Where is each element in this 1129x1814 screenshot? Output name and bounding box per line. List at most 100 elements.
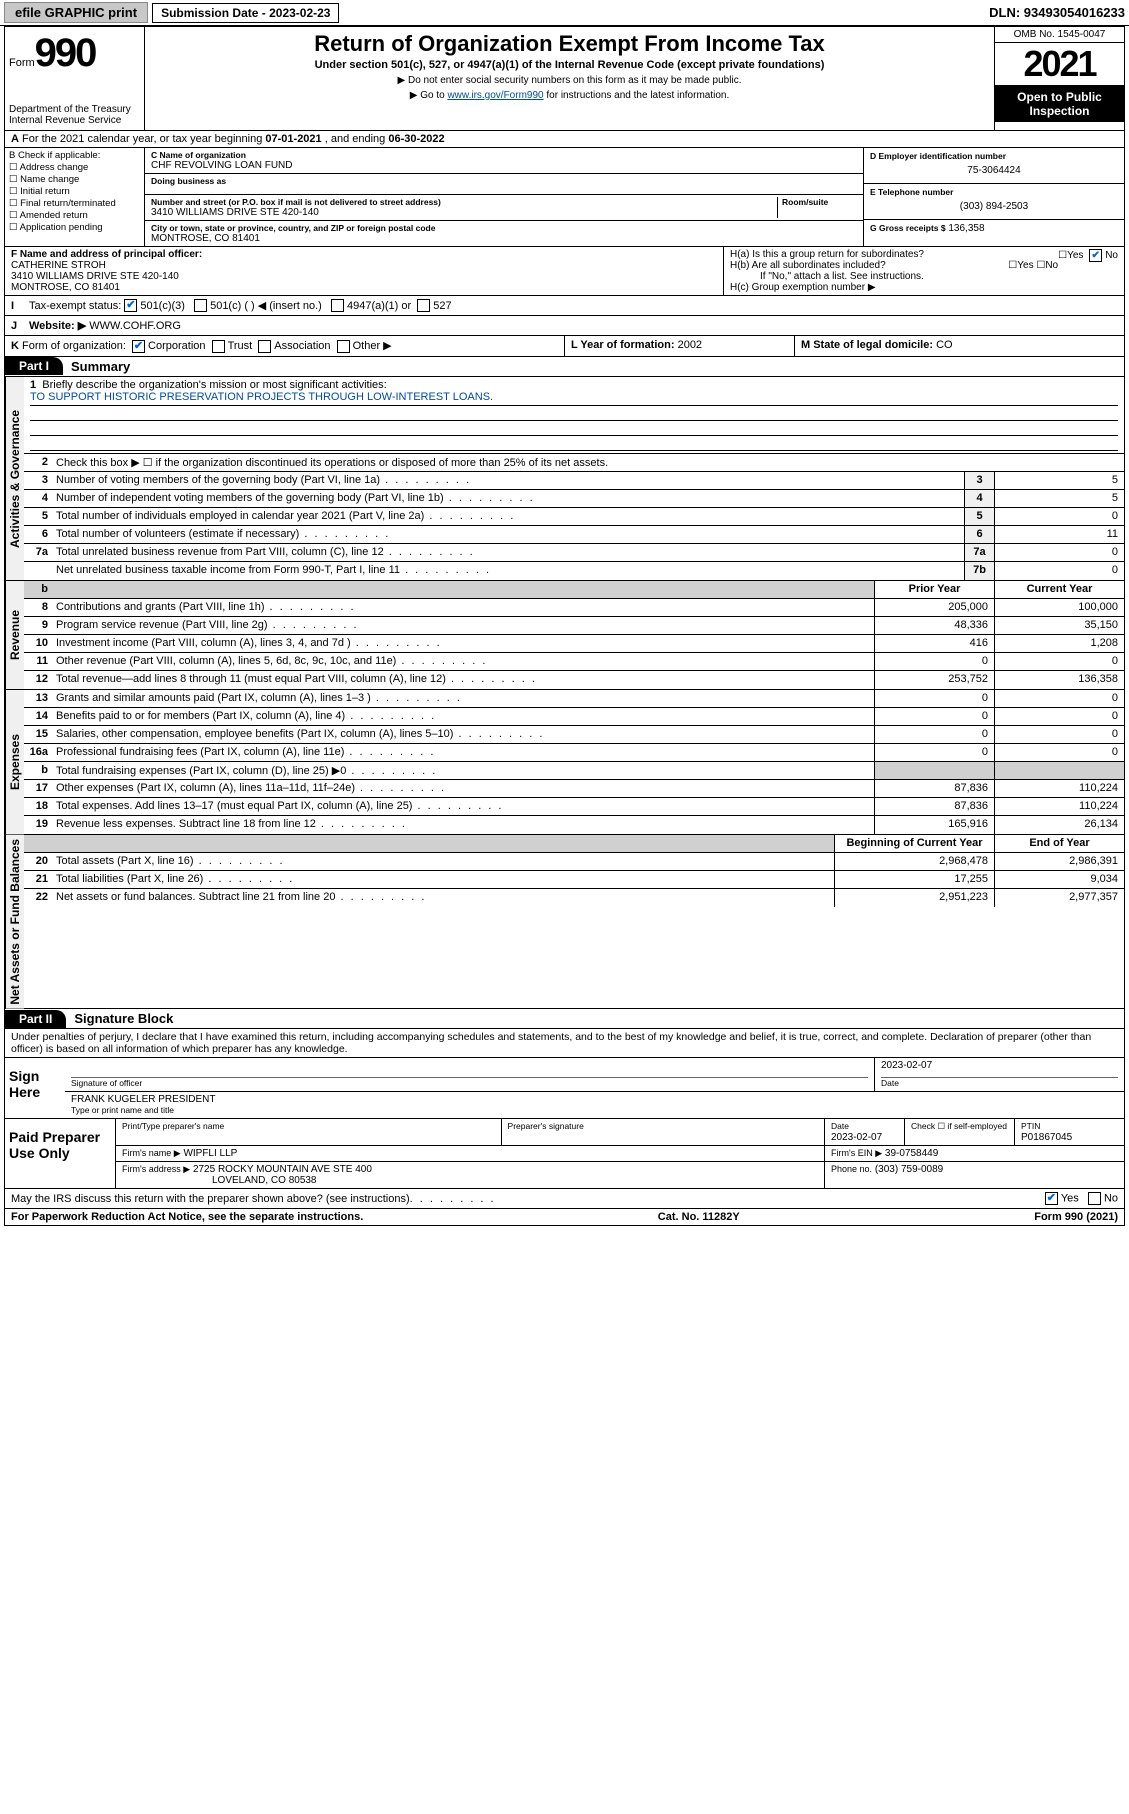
current-value: 0 [994,726,1124,743]
sig-date-value: 2023-02-07 [881,1060,1118,1078]
line-num: b [24,762,52,779]
discuss-row: May the IRS discuss this return with the… [5,1189,1124,1209]
h-c: H(c) Group exemption number ▶ [730,282,1118,293]
paid-preparer-label: Paid Preparer Use Only [5,1119,115,1188]
row-a-mid: , and ending [325,133,389,145]
chk-corp[interactable]: ✔ [132,340,145,353]
line-text: Total expenses. Add lines 13–17 (must eq… [52,798,874,815]
ein-value: 75-3064424 [870,161,1118,180]
mission-label: Briefly describe the organization's miss… [42,379,386,391]
current-value: 0 [994,708,1124,725]
chk-amended[interactable]: ☐ Amended return [9,210,140,221]
officer-label: F Name and address of principal officer: [11,249,202,260]
chk-527[interactable] [417,299,430,312]
col-beginning: Beginning of Current Year [834,835,994,852]
note2-pre: ▶ Go to [410,90,448,101]
chk-final-return[interactable]: ☐ Final return/terminated [9,198,140,209]
prep-sig-cell: Preparer's signature [501,1119,824,1145]
line-num: 20 [24,853,52,870]
prior-value: 87,836 [874,798,994,815]
chk-4947[interactable] [331,299,344,312]
line-box: 7b [964,562,994,580]
summary-line: 5Total number of individuals employed in… [24,508,1124,526]
chk-address-change[interactable]: ☐ Address change [9,162,140,173]
row-a-pre: For the 2021 calendar year, or tax year … [22,133,265,145]
summary-line: 4Number of independent voting members of… [24,490,1124,508]
chk-trust[interactable] [212,340,225,353]
summary-line: 20Total assets (Part X, line 16)2,968,47… [24,853,1124,871]
ha-no-checked[interactable]: ✔ [1089,249,1102,262]
discuss-no[interactable] [1088,1192,1101,1205]
i-label: Tax-exempt status: [29,300,121,312]
line-text: Other revenue (Part VIII, column (A), li… [52,653,874,670]
na-body: Beginning of Current Year End of Year 20… [24,835,1124,1009]
part2-header-row: Part II Signature Block [5,1009,1124,1029]
summary-line: 13Grants and similar amounts paid (Part … [24,690,1124,708]
summary-line: 19Revenue less expenses. Subtract line 1… [24,816,1124,834]
current-value: 2,977,357 [994,889,1124,907]
cell-street: Number and street (or P.O. box if mail i… [145,195,863,221]
firm-addr-cell: Firm's address ▶ 2725 ROCKY MOUNTAIN AVE… [115,1162,824,1188]
na-header-row: Beginning of Current Year End of Year [24,835,1124,853]
line-num: 12 [24,671,52,689]
part1-header-row: Part I Summary [5,357,1124,377]
officer-type-cell: FRANK KUGELER PRESIDENT Type or print na… [65,1092,1124,1118]
city-value: MONTROSE, CO 81401 [151,233,857,244]
page-footer: For Paperwork Reduction Act Notice, see … [5,1209,1124,1225]
firm-addr2: LOVELAND, CO 80538 [122,1175,317,1186]
firm-phone: (303) 759-0089 [875,1164,943,1175]
opt-501c: 501(c) ( ) ◀ (insert no.) [210,299,322,312]
section-activities-governance: Activities & Governance 1 Briefly descri… [5,377,1124,581]
line-text: Net unrelated business taxable income fr… [52,562,964,580]
current-value: 9,034 [994,871,1124,888]
current-value: 2,986,391 [994,853,1124,870]
line-text: Program service revenue (Part VIII, line… [52,617,874,634]
chk-501c3[interactable]: ✔ [124,299,137,312]
chk-other[interactable] [337,340,350,353]
line-value: 0 [994,508,1124,525]
line-num: 7a [24,544,52,561]
irs-link[interactable]: www.irs.gov/Form990 [447,90,543,101]
current-value [994,762,1124,779]
chk-501c[interactable] [194,299,207,312]
discuss-yes[interactable]: ✔ [1045,1192,1058,1205]
line-num: 15 [24,726,52,743]
line-box: 3 [964,472,994,489]
firm-addr1: 2725 ROCKY MOUNTAIN AVE STE 400 [193,1164,372,1175]
state-domicile: CO [936,339,953,351]
cell-phone: E Telephone number (303) 894-2503 [864,184,1124,220]
chk-assoc[interactable] [258,340,271,353]
line-text: Salaries, other compensation, employee b… [52,726,874,743]
officer-addr2: MONTROSE, CO 81401 [11,282,120,293]
chk-name-change[interactable]: ☐ Name change [9,174,140,185]
line-text: Contributions and grants (Part VIII, lin… [52,599,874,616]
col-h-group: H(a) Is this a group return for subordin… [724,247,1124,295]
form-subtitle: Under section 501(c), 527, or 4947(a)(1)… [153,59,986,71]
line-text: Other expenses (Part IX, column (A), lin… [52,780,874,797]
line-value: 0 [994,544,1124,561]
form-word: Form [9,57,35,69]
col-end-year: End of Year [994,835,1124,852]
phone-label: E Telephone number [870,187,1118,197]
prior-value: 205,000 [874,599,994,616]
summary-line: 8Contributions and grants (Part VIII, li… [24,599,1124,617]
line-text: Total revenue—add lines 8 through 11 (mu… [52,671,874,689]
sign-here-body: Signature of officer 2023-02-07 Date FRA… [65,1058,1124,1118]
firm-phone-cell: Phone no. (303) 759-0089 [824,1162,1124,1188]
rot-expenses: Expenses [5,690,24,834]
officer-printed-name: FRANK KUGELER PRESIDENT [71,1094,1118,1105]
line-text: Total unrelated business revenue from Pa… [52,544,964,561]
chk-initial-return[interactable]: ☐ Initial return [9,186,140,197]
efile-button[interactable]: efile GRAPHIC print [4,2,148,23]
rev-header-row: b Prior Year Current Year [24,581,1124,599]
officer-addr1: 3410 WILLIAMS DRIVE STE 420-140 [11,271,179,282]
cell-city: City or town, state or province, country… [145,221,863,246]
part1-title: Summary [63,357,138,376]
summary-line: 9Program service revenue (Part VIII, lin… [24,617,1124,635]
line-num: 21 [24,871,52,888]
rev-hdr-b: b [24,581,52,598]
cell-ein: D Employer identification number 75-3064… [864,148,1124,184]
form-header: Form 990 Department of the Treasury Inte… [5,27,1124,131]
section-net-assets: Net Assets or Fund Balances Beginning of… [5,835,1124,1010]
chk-app-pending[interactable]: ☐ Application pending [9,222,140,233]
